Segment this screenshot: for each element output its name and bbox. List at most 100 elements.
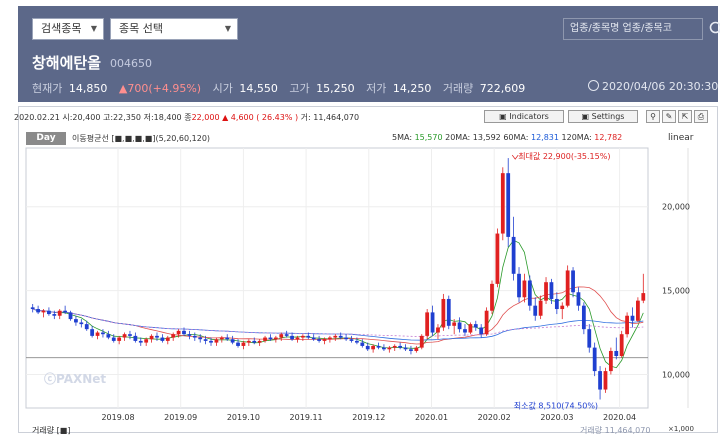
candle-body [587, 329, 591, 347]
candle-body [144, 339, 148, 342]
candle-body [382, 348, 386, 350]
candle-body [344, 338, 348, 340]
candle-body [182, 331, 186, 334]
candle-body [604, 371, 608, 389]
candle-body [47, 311, 51, 314]
candle-body [112, 338, 116, 341]
candle-body [377, 346, 381, 348]
candle-body [620, 334, 624, 356]
candle-body [236, 343, 240, 346]
candle-body [355, 341, 359, 343]
volume-panel-indicator: [■] [57, 426, 71, 435]
candle-body [58, 311, 62, 316]
candle-body [74, 319, 78, 322]
min-value-label: 최소값 8,510(74.50%) [514, 400, 598, 410]
candle-body [517, 274, 521, 297]
candle-body [85, 324, 89, 329]
candle-body [328, 338, 332, 340]
x-tick-label: 2019.10 [227, 413, 260, 422]
candle-body [404, 348, 408, 350]
candle-body [31, 307, 35, 309]
candle-body [625, 316, 629, 334]
candle-body [220, 338, 224, 340]
candle-body [501, 173, 505, 233]
candle-body [577, 292, 581, 305]
candle-body [366, 346, 370, 349]
y-tick-label: 15,000 [662, 287, 690, 296]
candle-body [641, 293, 645, 301]
candle-body [274, 338, 278, 340]
candle-body [387, 348, 391, 350]
candle-body [258, 341, 262, 343]
candle-body [193, 336, 197, 338]
candle-body [441, 299, 445, 328]
candle-body [166, 338, 170, 341]
candle-body [458, 322, 462, 329]
candle-body [42, 311, 46, 313]
candle-body [290, 336, 294, 339]
x-tick-label: 2019.11 [290, 413, 323, 422]
candle-body [101, 333, 105, 335]
candle-body [263, 338, 267, 341]
grid-lines [26, 148, 688, 408]
candles [31, 158, 645, 399]
candle-body [323, 339, 327, 341]
candle-body [231, 339, 235, 342]
candle-body [425, 312, 429, 335]
candle-body [485, 311, 489, 334]
volume-panel-value: 거래량 11,464,070 [580, 425, 650, 436]
y-tick-label: 20,000 [662, 203, 690, 212]
candle-body [550, 282, 554, 299]
candle-body [636, 301, 640, 321]
candle-body [52, 314, 56, 316]
candle-body [463, 329, 467, 332]
volume-panel-title: 거래량 [32, 426, 54, 435]
candle-body [555, 299, 559, 309]
candle-body [150, 336, 154, 339]
candle-body [117, 338, 121, 341]
candle-body [269, 338, 273, 340]
max-value-label: 최대값 22,900(-35.15%) [518, 151, 610, 161]
candle-body [198, 338, 202, 340]
candle-body [36, 309, 40, 312]
candle-body [528, 281, 532, 306]
candle-body [431, 312, 435, 332]
candle-body [523, 281, 527, 298]
volume-scale: ×1,000 [668, 425, 694, 433]
candle-body [225, 338, 229, 340]
candle-body [474, 324, 478, 327]
candle-body [398, 346, 402, 348]
candle-body [420, 336, 424, 348]
candle-body [252, 341, 256, 343]
plot-border [26, 148, 648, 408]
candle-body [155, 336, 159, 338]
candle-body [631, 316, 635, 321]
candle-body [209, 341, 213, 343]
candle-body [506, 173, 510, 237]
x-tick-label: 2019.08 [101, 413, 134, 422]
candle-body [285, 334, 289, 336]
candle-body [306, 336, 310, 338]
candle-body [69, 312, 73, 319]
candle-body [96, 333, 100, 336]
candle-body [333, 336, 337, 338]
candle-body [301, 336, 305, 338]
candle-body [571, 270, 575, 292]
candle-body [393, 346, 397, 348]
x-tick-label: 2020.02 [478, 413, 511, 422]
candle-body [593, 348, 597, 371]
candle-body [90, 329, 94, 336]
candle-body [436, 327, 440, 332]
candle-body [177, 331, 181, 334]
candle-body [296, 338, 300, 340]
candle-body [560, 306, 564, 309]
candle-body [566, 270, 570, 305]
candle-body [317, 339, 321, 341]
x-tick-label: 2019.12 [352, 413, 385, 422]
x-tick-label: 2020.01 [415, 413, 448, 422]
candle-body [512, 237, 516, 274]
candle-body [609, 351, 613, 371]
candle-body [63, 311, 67, 313]
